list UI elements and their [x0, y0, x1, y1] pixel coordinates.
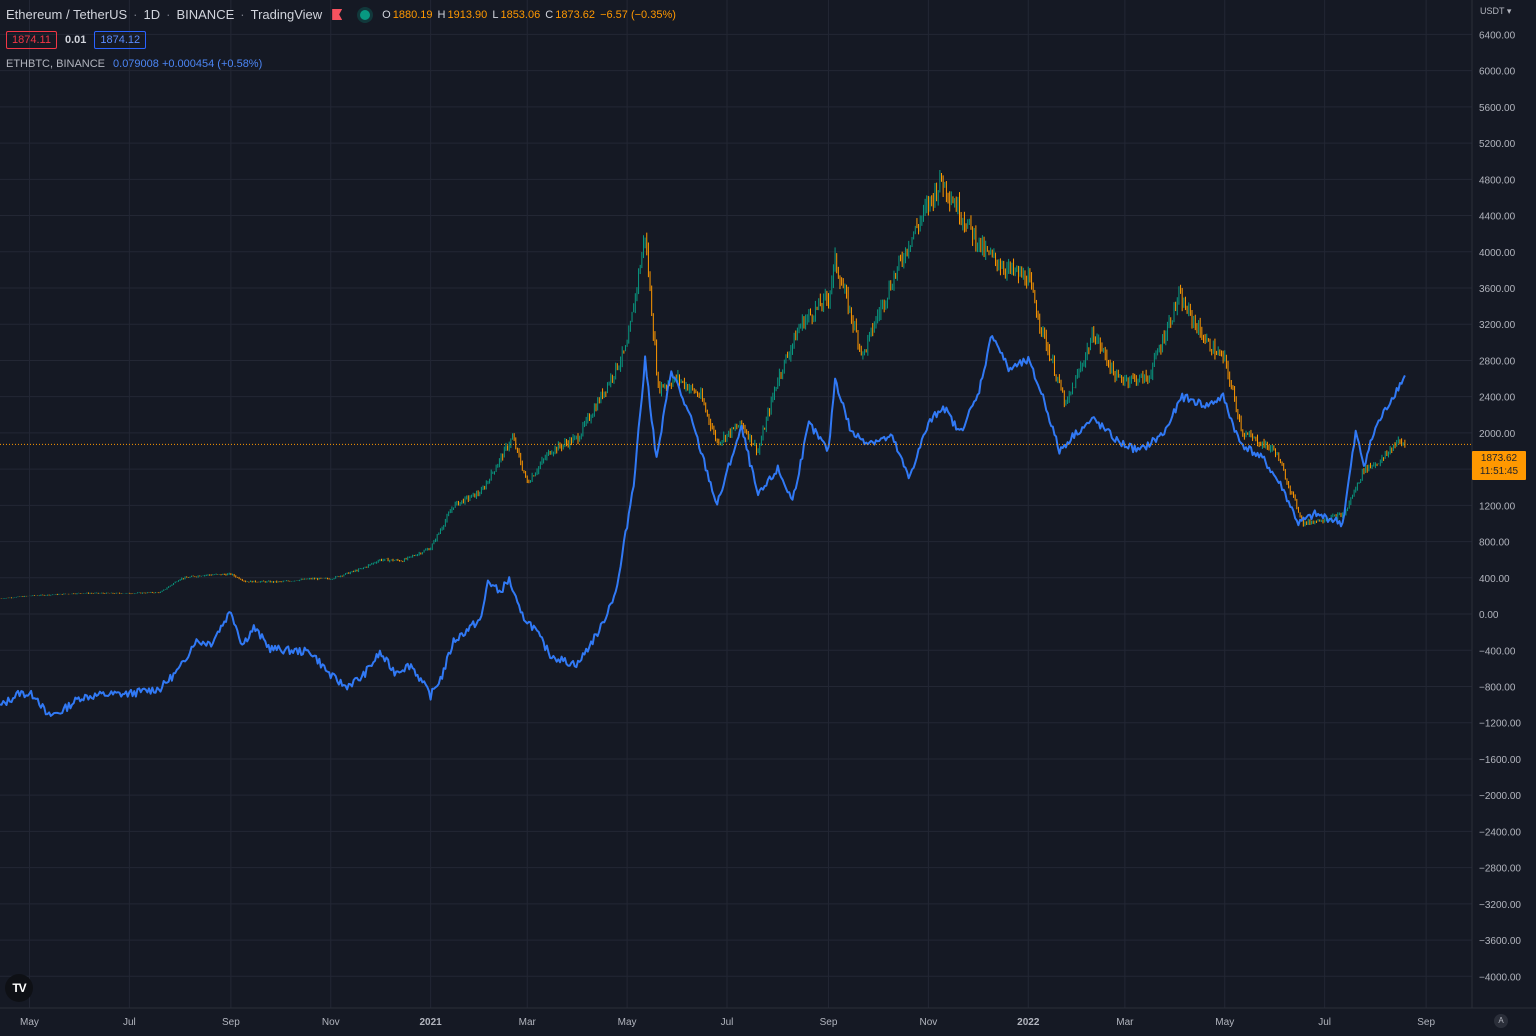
- auto-scale-button[interactable]: A: [1494, 1014, 1508, 1028]
- open-label: O: [382, 8, 391, 21]
- x-tick-label: 2021: [420, 1017, 443, 1028]
- x-tick-label: May: [1215, 1017, 1234, 1028]
- x-tick-label: Sep: [820, 1017, 838, 1028]
- last-price-tag: 1873.62 11:51:45: [1472, 451, 1526, 480]
- symbol-name[interactable]: Ethereum / TetherUS: [6, 7, 128, 22]
- y-tick-label: 3200.00: [1479, 320, 1516, 331]
- y-tick-label: 800.00: [1479, 538, 1510, 549]
- close-value: 1873.62: [555, 8, 595, 21]
- currency-selector[interactable]: USDT ▾: [1480, 6, 1512, 16]
- y-tick-label: 4800.00: [1479, 175, 1516, 186]
- y-tick-label: 400.00: [1479, 574, 1510, 585]
- change-value: −6.57 (−0.35%): [600, 8, 676, 21]
- y-tick-label: −4000.00: [1479, 972, 1521, 983]
- y-tick-label: −3200.00: [1479, 900, 1521, 911]
- y-tick-label: 4400.00: [1479, 212, 1516, 223]
- x-tick-label: Sep: [222, 1017, 240, 1028]
- y-tick-label: 5200.00: [1479, 139, 1516, 150]
- y-tick-label: 6000.00: [1479, 67, 1516, 78]
- compare-values: 0.079008 +0.000454 (+0.58%): [113, 58, 263, 70]
- last-price-value: 1873.62: [1480, 453, 1518, 464]
- x-tick-label: Jul: [1318, 1017, 1331, 1028]
- ethbtc-compare-line: [0, 335, 1406, 717]
- tradingview-logo-icon[interactable]: TV: [5, 974, 33, 1002]
- compare-legend[interactable]: ETHBTC, BINANCE 0.079008 +0.000454 (+0.5…: [6, 58, 262, 70]
- high-label: H: [437, 8, 446, 21]
- sell-price-button[interactable]: 1874.11: [6, 31, 57, 49]
- x-tick-label: Jul: [721, 1017, 734, 1028]
- source-label: TradingView: [250, 7, 323, 22]
- separator: ·: [133, 7, 138, 22]
- x-tick-label: 2022: [1017, 1017, 1040, 1028]
- y-tick-label: 0.00: [1479, 610, 1499, 621]
- symbol-legend[interactable]: Ethereum / TetherUS · 1D · BINANCE · Tra…: [6, 7, 678, 22]
- y-tick-label: −2000.00: [1479, 791, 1521, 802]
- close-label: C: [545, 8, 554, 21]
- low-label: L: [492, 8, 499, 21]
- y-tick-label: 1200.00: [1479, 501, 1516, 512]
- y-tick-label: −2800.00: [1479, 864, 1521, 875]
- y-tick-label: −2400.00: [1479, 827, 1521, 838]
- x-tick-label: Mar: [519, 1017, 537, 1028]
- buy-price-button[interactable]: 1874.12: [94, 31, 147, 49]
- y-tick-label: −1600.00: [1479, 755, 1521, 766]
- spread-value: 0.01: [64, 34, 87, 46]
- y-tick-label: 5600.00: [1479, 103, 1516, 114]
- y-tick-label: 2400.00: [1479, 393, 1516, 404]
- bid-ask-panel: 1874.11 0.01 1874.12: [6, 31, 147, 49]
- x-tick-label: Jul: [123, 1017, 136, 1028]
- y-tick-label: −400.00: [1479, 646, 1516, 657]
- interval-label[interactable]: 1D: [143, 7, 161, 22]
- x-tick-label: May: [20, 1017, 39, 1028]
- compare-symbol[interactable]: ETHBTC, BINANCE: [6, 58, 106, 70]
- open-value: 1880.19: [392, 8, 433, 21]
- y-tick-label: −3600.00: [1479, 936, 1521, 947]
- ohlc-values: O 1880.19 H 1913.90 L 1853.06 C 1873.62 −6.5…: [382, 9, 678, 21]
- flag-icon[interactable]: [332, 9, 343, 20]
- market-status-icon[interactable]: [360, 9, 371, 20]
- y-tick-label: 2000.00: [1479, 429, 1516, 440]
- y-tick-label: 4000.00: [1479, 248, 1516, 259]
- separator: ·: [240, 7, 245, 22]
- x-tick-label: Mar: [1116, 1017, 1134, 1028]
- y-tick-label: −800.00: [1479, 682, 1516, 693]
- x-tick-label: May: [618, 1017, 637, 1028]
- x-tick-label: Sep: [1417, 1017, 1435, 1028]
- exchange-label: BINANCE: [176, 7, 235, 22]
- high-value: 1913.90: [447, 8, 488, 21]
- y-tick-label: 2800.00: [1479, 356, 1516, 367]
- bar-countdown: 11:51:45: [1479, 466, 1519, 477]
- low-value: 1853.06: [500, 8, 541, 21]
- y-tick-label: −1200.00: [1479, 719, 1521, 730]
- y-tick-label: 6400.00: [1479, 30, 1516, 41]
- x-tick-label: Nov: [919, 1017, 937, 1028]
- y-tick-label: 3600.00: [1479, 284, 1516, 295]
- x-tick-label: Nov: [322, 1017, 340, 1028]
- separator: ·: [166, 7, 171, 22]
